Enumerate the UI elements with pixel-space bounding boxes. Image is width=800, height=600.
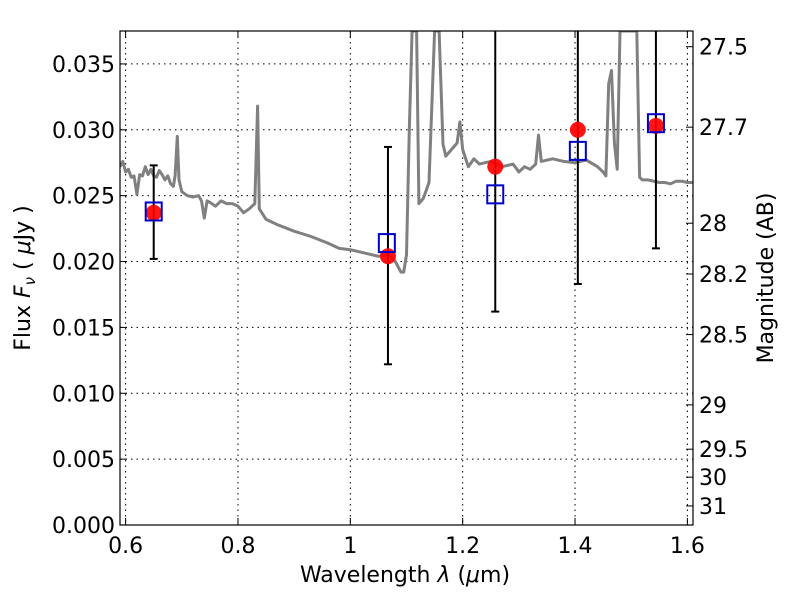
y2-tick-label: 27.7 bbox=[699, 116, 748, 141]
model-points bbox=[144, 113, 665, 254]
observed-point bbox=[487, 158, 504, 175]
y-tick-label: 0.035 bbox=[52, 53, 115, 78]
x-tick-label: 0.6 bbox=[108, 534, 143, 559]
y2-tick-label: 29 bbox=[699, 394, 727, 419]
y-tick-label: 0.025 bbox=[52, 185, 115, 210]
observed-point bbox=[647, 117, 664, 134]
y2-tick-label: 31 bbox=[699, 495, 727, 520]
y-axis-label: Flux Fν ( μJy ) bbox=[11, 205, 39, 350]
model-point bbox=[486, 184, 505, 205]
y2-tick-label: 30 bbox=[699, 466, 727, 491]
observed-point bbox=[569, 121, 586, 138]
x-axis-label: Wavelength λ (μm) bbox=[300, 563, 510, 588]
y-tick-label: 0.005 bbox=[52, 448, 115, 473]
y-tick-label: 0.015 bbox=[52, 316, 115, 341]
model-point bbox=[377, 233, 396, 254]
x-tick-label: 1.2 bbox=[445, 534, 480, 559]
x-tick-label: 0.8 bbox=[220, 534, 255, 559]
y2-tick-label: 29.5 bbox=[699, 438, 748, 463]
y2-tick-label: 28.2 bbox=[699, 263, 748, 288]
y2-tick-label: 28 bbox=[699, 212, 727, 237]
spectrum-line bbox=[120, 31, 693, 274]
model-point bbox=[646, 113, 665, 134]
observed-points bbox=[145, 117, 664, 265]
y2-tick-label: 27.5 bbox=[699, 36, 748, 61]
y2-axis-label: Magnitude (AB) bbox=[754, 193, 779, 364]
ticks: 0.6 0.8 1 1.2 1.4 1.6 0.000 0.005 0.010 0.015 0.02… bbox=[52, 31, 748, 559]
y-tick-label: 0.030 bbox=[52, 119, 115, 144]
y-tick-label: 0.000 bbox=[52, 514, 115, 539]
model-point bbox=[144, 201, 163, 222]
plot-frame bbox=[119, 30, 694, 526]
error-bars bbox=[149, 31, 660, 366]
spectrum bbox=[120, 31, 693, 274]
observed-point bbox=[379, 248, 396, 265]
x-tick-label: 1.4 bbox=[558, 534, 593, 559]
y-tick-label: 0.010 bbox=[52, 382, 115, 407]
y2-tick-label: 28.5 bbox=[699, 324, 748, 349]
observed-point bbox=[145, 204, 162, 221]
model-point bbox=[568, 140, 587, 161]
x-tick-label: 1.6 bbox=[670, 534, 705, 559]
x-tick-label: 1 bbox=[343, 534, 357, 559]
y-tick-label: 0.020 bbox=[52, 251, 115, 276]
